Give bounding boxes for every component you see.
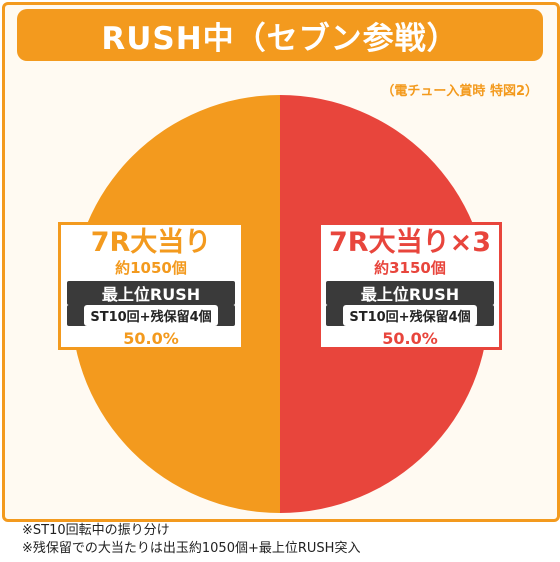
rush-detail: ST10回+残保留4個: [84, 305, 218, 326]
rush-badge: 最上位RUSH: [326, 281, 494, 305]
slice-percent: 50.0%: [123, 329, 179, 348]
slice-payout: 約1050個: [115, 259, 187, 277]
slice-percent: 50.0%: [382, 329, 438, 348]
slice-payout: 約3150個: [374, 259, 446, 277]
rush-badge: 最上位RUSH: [67, 281, 235, 305]
slice-name: 7R大当り: [90, 227, 212, 258]
rush-detail-badge: ST10回+残保留4個: [67, 305, 235, 326]
condition-note: （電チュー入賞時 特図2）: [381, 84, 538, 99]
chart-title: RUSH中（セブン参戦）: [17, 9, 543, 61]
slice-label-7r: 7R大当り 約1050個 最上位RUSH ST10回+残保留4個 50.0%: [58, 222, 244, 350]
slice-label-7r-x3: 7R大当り×3 約3150個 最上位RUSH ST10回+残保留4個 50.0%: [318, 222, 502, 350]
rush-detail-badge: ST10回+残保留4個: [326, 305, 494, 326]
footnote: ※ST10回転中の振り分け: [22, 523, 170, 538]
footnotes: ※ST10回転中の振り分け ※残保留での大当たりは出玉約1050個+最上位RUS…: [22, 522, 360, 558]
rush-detail: ST10回+残保留4個: [343, 305, 477, 326]
slice-name: 7R大当り×3: [329, 227, 491, 258]
footnote: ※残保留での大当たりは出玉約1050個+最上位RUSH突入: [22, 541, 361, 556]
